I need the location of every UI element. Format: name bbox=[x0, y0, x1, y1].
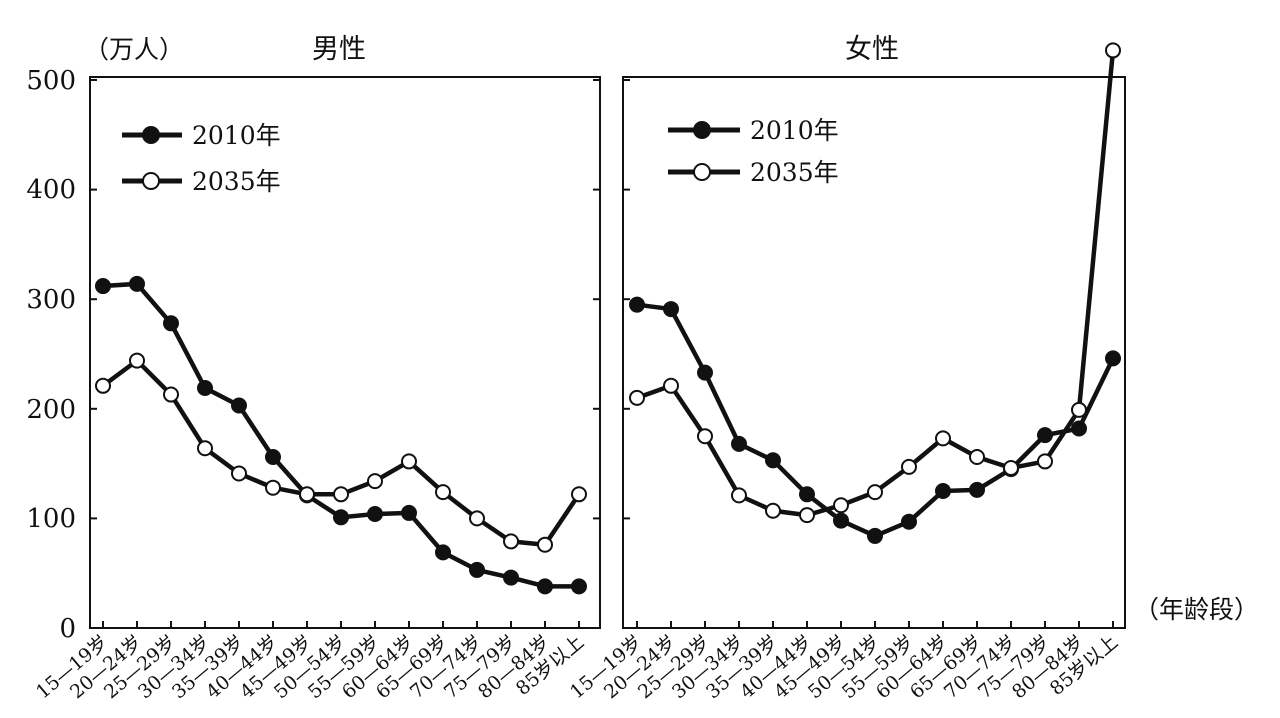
male-point-2035年 bbox=[503, 533, 519, 550]
female-point-2035年 bbox=[629, 389, 645, 406]
female-point-2010年 bbox=[731, 435, 747, 452]
male-point-2010年 bbox=[129, 275, 145, 292]
male-point-2010年 bbox=[95, 278, 111, 295]
male-point-2010年 bbox=[231, 397, 247, 414]
male-point-2010年 bbox=[435, 544, 451, 561]
legend-male-2010-label: 2010年 bbox=[192, 121, 281, 150]
female-point-2035年 bbox=[935, 430, 951, 447]
female-point-2035年 bbox=[697, 428, 713, 445]
female-point-2035年 bbox=[1003, 459, 1019, 476]
female-point-2010年 bbox=[969, 481, 985, 498]
female-point-2010年 bbox=[629, 296, 645, 313]
y-tick-label: 0 bbox=[59, 614, 76, 644]
male-point-2035年 bbox=[95, 377, 111, 394]
male-point-2035年 bbox=[265, 479, 281, 496]
female-point-2035年 bbox=[1071, 401, 1087, 418]
y-tick-label: 100 bbox=[26, 504, 76, 534]
legend-male-2035-label: 2035年 bbox=[192, 167, 281, 196]
legend-female-2010-marker bbox=[693, 121, 711, 139]
legend-male-2035-marker bbox=[142, 172, 160, 190]
male-point-2035年 bbox=[469, 510, 485, 527]
female-point-2010年 bbox=[833, 512, 849, 529]
male-point-2035年 bbox=[197, 440, 213, 457]
female-point-2035年 bbox=[833, 497, 849, 514]
female-point-2010年 bbox=[901, 513, 917, 530]
male-point-2035年 bbox=[537, 536, 553, 553]
male-point-2035年 bbox=[367, 473, 383, 490]
male-plot-frame bbox=[89, 76, 601, 629]
male-point-2010年 bbox=[503, 569, 519, 586]
female-point-2035年 bbox=[901, 458, 917, 475]
female-point-2035年 bbox=[799, 507, 815, 524]
female-point-2035年 bbox=[969, 449, 985, 466]
y-tick-label: 200 bbox=[26, 395, 76, 425]
x-unit-label: （年龄段） bbox=[1134, 595, 1259, 624]
female-point-2010年 bbox=[1037, 427, 1053, 444]
male-point-2010年 bbox=[401, 504, 417, 521]
legend-female-2035-label: 2035年 bbox=[750, 158, 839, 187]
male-point-2035年 bbox=[435, 484, 451, 501]
male-point-2010年 bbox=[333, 509, 349, 526]
female-point-2035年 bbox=[1105, 42, 1121, 59]
female-point-2035年 bbox=[663, 377, 679, 394]
male-point-2035年 bbox=[231, 465, 247, 482]
male-point-2010年 bbox=[537, 578, 553, 595]
female-point-2010年 bbox=[935, 483, 951, 499]
female-point-2035年 bbox=[867, 484, 883, 501]
legend-female-2035-marker bbox=[693, 163, 711, 181]
male-point-2035年 bbox=[333, 486, 349, 503]
female-point-2035年 bbox=[731, 487, 747, 504]
male-point-2010年 bbox=[265, 449, 281, 466]
male-point-2035年 bbox=[163, 386, 179, 403]
male-point-2010年 bbox=[163, 315, 179, 332]
male-series-layer bbox=[95, 275, 587, 595]
female-point-2010年 bbox=[663, 301, 679, 318]
male-point-2035年 bbox=[299, 486, 315, 503]
male-point-2035年 bbox=[571, 486, 587, 503]
legend-female-2010-label: 2010年 bbox=[750, 116, 839, 145]
panel-title-female: 女性 bbox=[845, 34, 899, 65]
legend-male: 2010年 2035年 bbox=[122, 121, 281, 196]
y-tick-label: 400 bbox=[26, 175, 76, 205]
male-point-2010年 bbox=[571, 578, 587, 595]
female-point-2035年 bbox=[1037, 453, 1053, 470]
panel-title-male: 男性 bbox=[312, 34, 366, 65]
y-tick-label: 500 bbox=[26, 66, 76, 96]
legend-male-2010-marker bbox=[142, 126, 160, 144]
male-point-2010年 bbox=[197, 379, 213, 396]
male-point-2010年 bbox=[367, 506, 383, 523]
male-point-2035年 bbox=[401, 453, 417, 470]
y-tick-label: 300 bbox=[26, 285, 76, 315]
female-point-2010年 bbox=[697, 364, 713, 381]
female-point-2010年 bbox=[1105, 350, 1121, 367]
female-point-2035年 bbox=[765, 502, 781, 519]
panel-male-frame bbox=[89, 76, 601, 629]
male-point-2035年 bbox=[129, 352, 145, 369]
legend-female: 2010年 2035年 bbox=[668, 116, 839, 187]
female-point-2010年 bbox=[867, 527, 883, 544]
female-point-2010年 bbox=[799, 486, 815, 503]
female-series-layer bbox=[629, 42, 1121, 544]
female-point-2010年 bbox=[1071, 420, 1087, 437]
y-unit-label: （万人） bbox=[84, 35, 184, 64]
male-point-2010年 bbox=[469, 561, 485, 578]
female-point-2010年 bbox=[765, 452, 781, 469]
